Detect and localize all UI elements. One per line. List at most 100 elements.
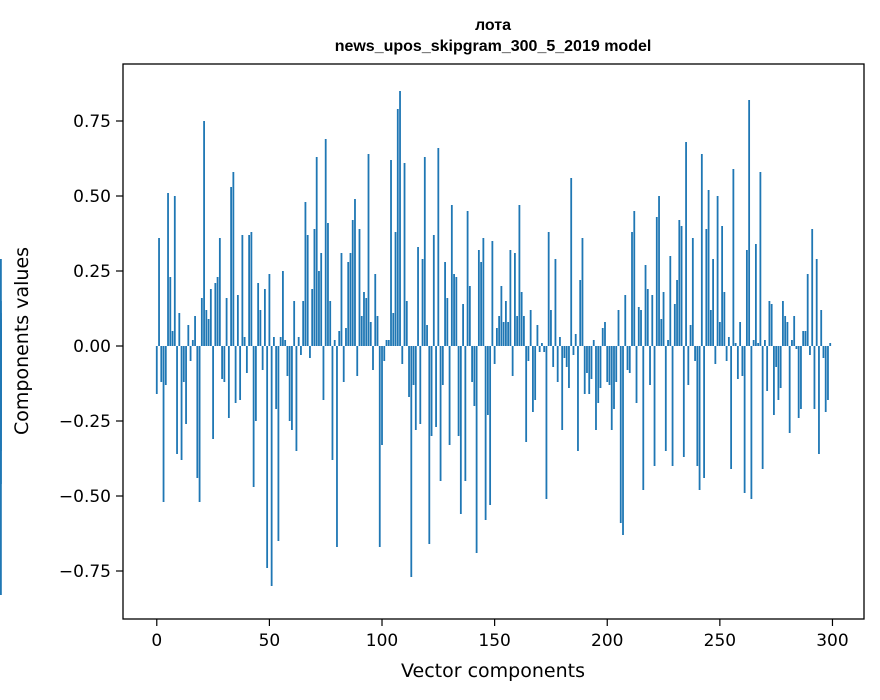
bar-52 [273,337,275,346]
bar-217 [644,265,647,346]
bar-283 [793,316,796,346]
bar-30 [223,346,226,382]
bar-167 [532,346,534,412]
bar-246 [709,310,712,346]
bar-261 [743,346,746,493]
bar-18 [196,346,199,478]
bar-71 [315,157,318,346]
bar-227 [667,340,669,346]
bar-9 [176,346,178,454]
bar-63 [297,337,300,346]
bar-144 [480,262,483,346]
bar-252 [723,292,726,346]
bar-153 [500,286,503,346]
bar-73 [320,253,323,346]
bar-256 [732,169,735,346]
bar-143 [477,250,480,346]
bar-196 [597,346,600,403]
bar-135 [459,346,462,514]
bar-156 [507,322,510,346]
y-axis-ticks: −0.75 −0.50 −0.25 0.00 0.25 0.50 0.75 [59,112,123,582]
bar-131 [450,205,453,346]
bar-219 [649,346,651,385]
y-tick-label: −0.75 [59,562,111,582]
bar-176 [552,346,555,367]
bar-87 [351,220,354,346]
bar-148 [489,346,492,505]
bar-154 [502,322,505,346]
bar-28 [218,238,221,346]
x-tick-label: 0 [151,631,162,651]
bar-47 [261,346,264,370]
x-tick-label: 250 [704,631,736,651]
bar-190 [583,346,586,394]
bar-235 [685,142,687,346]
plot-frame [122,63,865,620]
bar-65 [302,301,305,346]
bar-213 [635,346,638,403]
bar-195 [595,346,597,430]
bar-75 [324,139,327,346]
bar-107 [396,109,399,346]
bar-299 [829,343,832,346]
bar-72 [318,271,320,346]
bar-undefined [0,319,2,346]
bar-291 [811,229,814,346]
bar-53 [275,346,278,409]
bar-20 [200,298,203,346]
bar-103 [387,340,390,346]
bar-208 [624,295,627,346]
bar-193 [590,346,593,379]
bar-178 [556,346,559,382]
bar-207 [622,346,624,535]
bar-15 [189,346,192,361]
bar-120 [426,325,428,346]
bar-49 [266,346,269,568]
bar-129 [446,298,449,346]
bar-96 [372,346,374,370]
bar-191 [586,346,588,373]
x-tick-label: 100 [366,631,398,651]
bar-38 [241,235,244,346]
bar-187 [577,346,579,451]
bar-116 [417,247,419,346]
bar-175 [550,310,552,346]
bar-61 [293,301,296,346]
bar-248 [714,346,717,364]
bar-199 [604,322,606,346]
bar-139 [468,286,471,346]
bar-224 [660,319,663,346]
bar-287 [802,331,805,346]
bar-40 [245,346,248,373]
bar-237 [689,325,692,346]
bar-67 [306,235,309,346]
bar-6 [169,277,172,346]
bar-231 [676,280,678,346]
bar-170 [538,346,541,352]
bar-289 [806,274,809,346]
bar-23 [207,319,210,346]
bar-92 [363,292,365,346]
bar-181 [563,346,566,358]
bar-286 [800,346,802,409]
bar-298 [827,346,829,400]
bar-17 [194,316,196,346]
bar-177 [554,259,557,346]
bar-76 [327,223,329,346]
bar-79 [333,340,336,346]
bar-16 [191,340,194,346]
bar-166 [529,310,532,346]
bar-225 [662,292,665,346]
bar-218 [646,289,649,346]
bar-183 [568,346,570,388]
bar-161 [518,205,521,346]
bar-34 [232,172,235,346]
bar-86 [349,253,352,346]
bar-88 [354,199,356,346]
bar-59 [288,346,291,421]
bar-102 [385,340,388,346]
bar-182 [565,346,568,367]
bar-158 [511,346,514,376]
chart-title-line-1: лота [475,17,511,34]
